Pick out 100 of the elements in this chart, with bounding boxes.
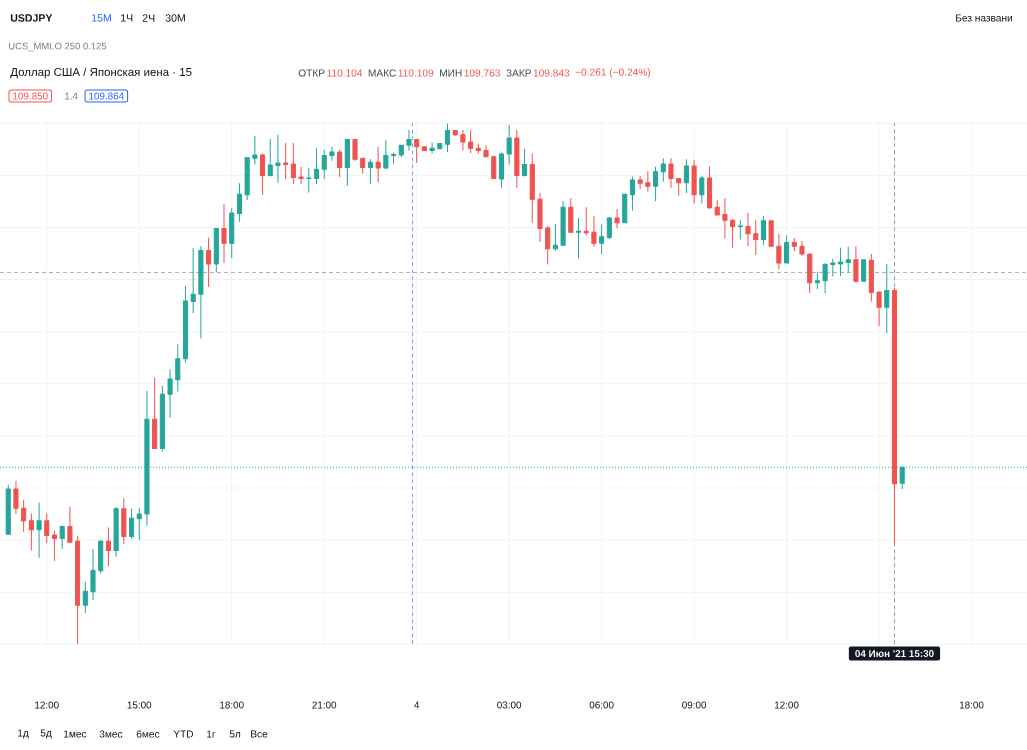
text: USDJPY [10, 14, 53, 22]
candlestick [136, 507, 142, 541]
x-tick-label: 18:00 [959, 701, 984, 709]
candlestick [683, 158, 689, 194]
x-tick-label: 12:00 [35, 701, 59, 709]
candlestick [614, 208, 620, 230]
text: 30М [165, 14, 185, 22]
candlestick [252, 135, 258, 165]
candlestick [267, 138, 273, 177]
candlestick [13, 480, 19, 515]
x-tick-label: 21:00 [312, 701, 337, 709]
candlestick [560, 200, 566, 247]
candlestick [575, 217, 582, 259]
candlestick [236, 182, 242, 223]
candlestick [275, 134, 281, 184]
candlestick [229, 207, 235, 259]
text: 5д [40, 729, 52, 739]
text: 109.843 [533, 69, 570, 77]
candlestick [75, 535, 81, 645]
candlestick [321, 149, 327, 180]
candlestick [5, 484, 11, 535]
text: 15M [92, 14, 111, 22]
x-tick-label: 12:00 [774, 701, 799, 709]
candlestick [884, 263, 890, 334]
candlestick [28, 513, 34, 552]
candlestick [837, 247, 844, 277]
text: 6мес [136, 730, 160, 738]
candlestick [121, 497, 127, 545]
candlestick [629, 175, 635, 212]
candlestick [21, 499, 27, 533]
candlestick [845, 246, 851, 273]
candlestick [637, 175, 643, 190]
candlestick [259, 153, 266, 196]
candlestick [822, 262, 828, 294]
candlestick [737, 219, 743, 240]
text: YTD [173, 730, 194, 738]
text: UCS_MMLO 250 0.125 [9, 42, 107, 52]
candlestick [676, 178, 682, 197]
ref-line-label: 04 Июн '21 15:30 [855, 650, 934, 658]
candlestick [522, 148, 528, 177]
candlestick [583, 206, 589, 236]
chart-title: Доллар США / Японская иена · 15 [10, 67, 192, 79]
x-tick-label: 06:00 [589, 701, 614, 709]
text: 1г [207, 730, 216, 738]
text: 1Ч [121, 14, 133, 22]
candlestick [244, 157, 250, 201]
candlestick [67, 506, 73, 543]
text: 1мес [64, 730, 87, 738]
candlestick [298, 166, 304, 185]
candlestick [306, 167, 312, 194]
candlestick [468, 129, 474, 154]
candlestick [213, 228, 219, 273]
candlestick [768, 219, 774, 247]
text: МАКС [368, 69, 396, 77]
candlestick [699, 175, 705, 205]
text: 2Ч [142, 14, 155, 22]
x-tick-label: 4 [414, 701, 420, 709]
candlestick [653, 166, 659, 202]
candlestick [152, 377, 158, 449]
candlestick [360, 157, 366, 175]
candlestick [853, 245, 859, 284]
text: 3мес [99, 730, 123, 738]
candlestick [406, 129, 412, 151]
candlestick [206, 236, 212, 288]
candlestick [722, 197, 728, 239]
candlestick [514, 129, 520, 189]
candlestick [429, 142, 435, 155]
candlestick [668, 157, 674, 189]
candlestick [475, 143, 481, 155]
candlestick [760, 215, 767, 246]
text: 109.864 [89, 92, 124, 100]
candlestick [159, 385, 165, 453]
candlestick [830, 258, 836, 277]
candlestick [529, 153, 535, 224]
x-tick-label: 09:00 [682, 701, 707, 709]
text: ЗАКР [506, 69, 531, 77]
candlestick [414, 138, 420, 164]
candlestick [337, 149, 343, 178]
candlestick [784, 234, 790, 264]
candlestick [59, 525, 65, 550]
text: Без названи [956, 14, 1013, 22]
candlestick [791, 237, 797, 252]
candlestick [190, 247, 196, 314]
text: −0.261 (−0.24%) [575, 68, 651, 78]
candlestick [452, 130, 458, 137]
candlestick [498, 151, 504, 189]
candlestick [36, 502, 42, 559]
candlestick [545, 225, 551, 265]
candlestick [745, 212, 751, 247]
candlestick [537, 192, 543, 243]
candlestick [868, 253, 874, 302]
candlestick [90, 548, 96, 601]
candlestick [714, 199, 720, 216]
candlestick [51, 530, 58, 562]
candlestick [861, 258, 867, 282]
candlestick [483, 144, 489, 158]
text: 110.109 [398, 69, 434, 77]
candlestick [691, 159, 697, 205]
candlestick [82, 581, 88, 614]
candlestick [182, 285, 189, 363]
